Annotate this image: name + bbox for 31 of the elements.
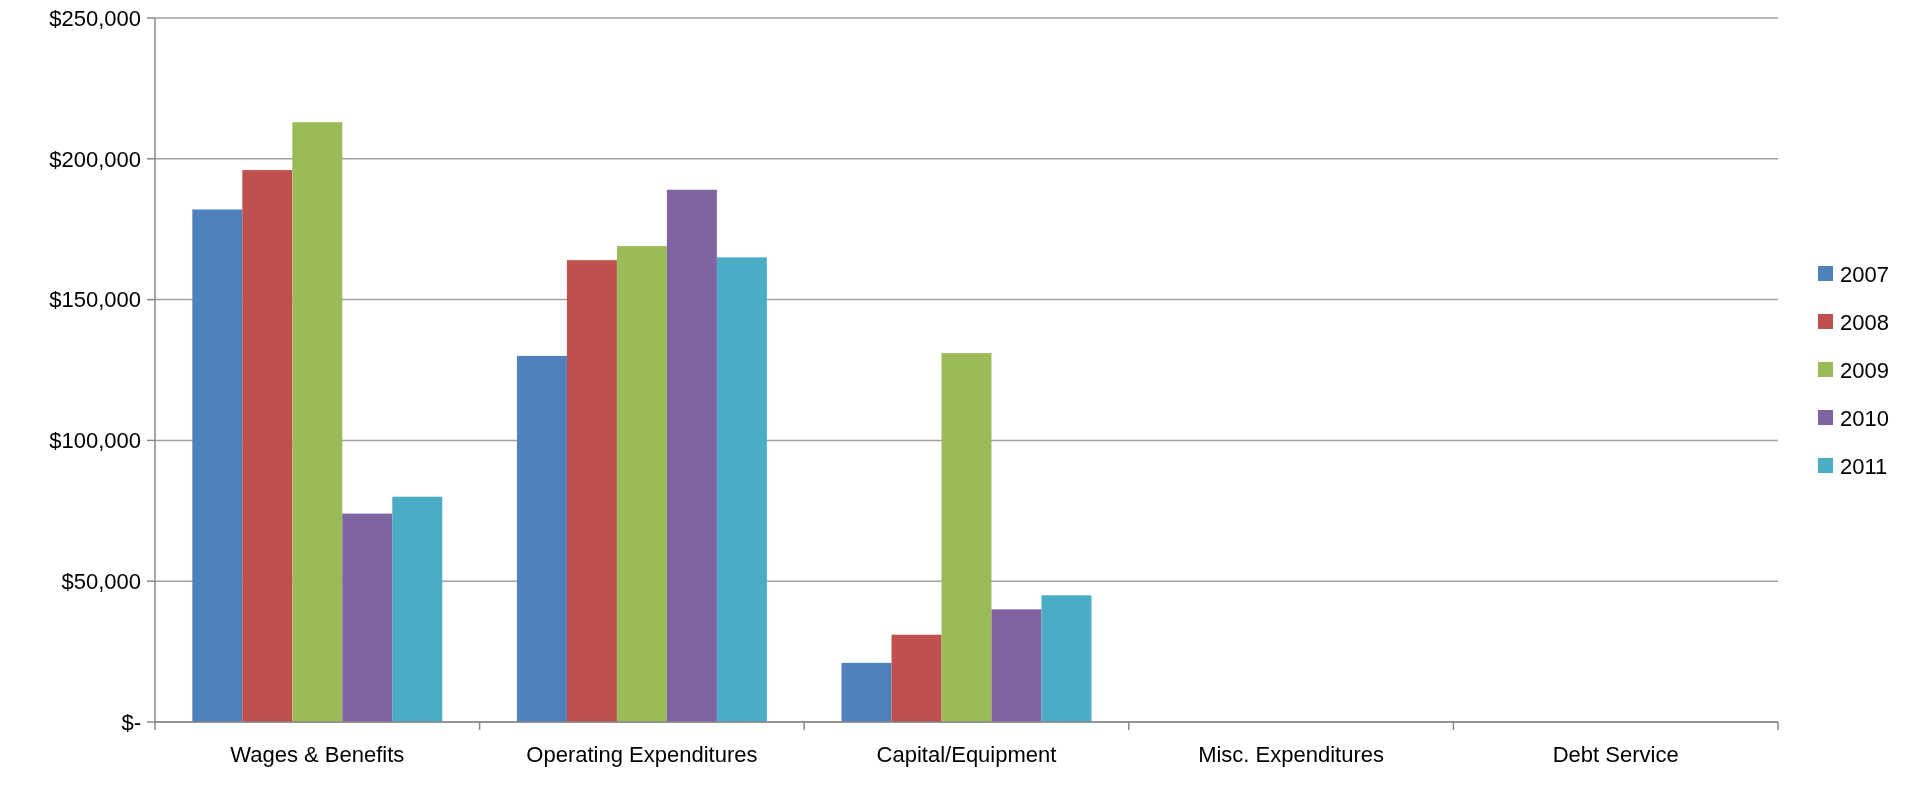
legend-label: 2008 — [1840, 309, 1889, 335]
y-tick-label: $100,000 — [49, 428, 141, 454]
bar — [616, 246, 667, 722]
y-tick-label: $250,000 — [49, 5, 141, 31]
x-tick-label: Capital/Equipment — [876, 742, 1057, 767]
bar — [1041, 595, 1092, 722]
legend-label: 2010 — [1840, 405, 1889, 431]
bar — [292, 122, 343, 722]
x-tick-label: Operating Expenditures — [526, 742, 758, 767]
legend-label: 2011 — [1840, 453, 1888, 479]
y-tick-label: $50,000 — [61, 568, 141, 594]
x-tick-label: Wages & Benefits — [230, 742, 405, 767]
x-tick-label: Debt Service — [1552, 742, 1679, 767]
bar — [192, 209, 243, 722]
bar — [242, 170, 293, 722]
bar — [566, 260, 617, 722]
y-tick-label: $150,000 — [49, 287, 141, 313]
y-tick-label: $200,000 — [49, 146, 141, 172]
bar — [941, 353, 992, 722]
bar — [516, 355, 567, 722]
bar — [841, 662, 892, 722]
bar — [716, 257, 767, 722]
legend-label: 2009 — [1840, 357, 1889, 383]
x-tick-label: Misc. Expenditures — [1198, 742, 1385, 767]
bar — [342, 513, 393, 722]
y-tick-label: $- — [121, 709, 141, 735]
legend-label: 2007 — [1840, 261, 1889, 287]
bar — [891, 634, 942, 722]
bar — [392, 496, 443, 722]
bar — [991, 609, 1042, 722]
bar — [666, 189, 717, 722]
